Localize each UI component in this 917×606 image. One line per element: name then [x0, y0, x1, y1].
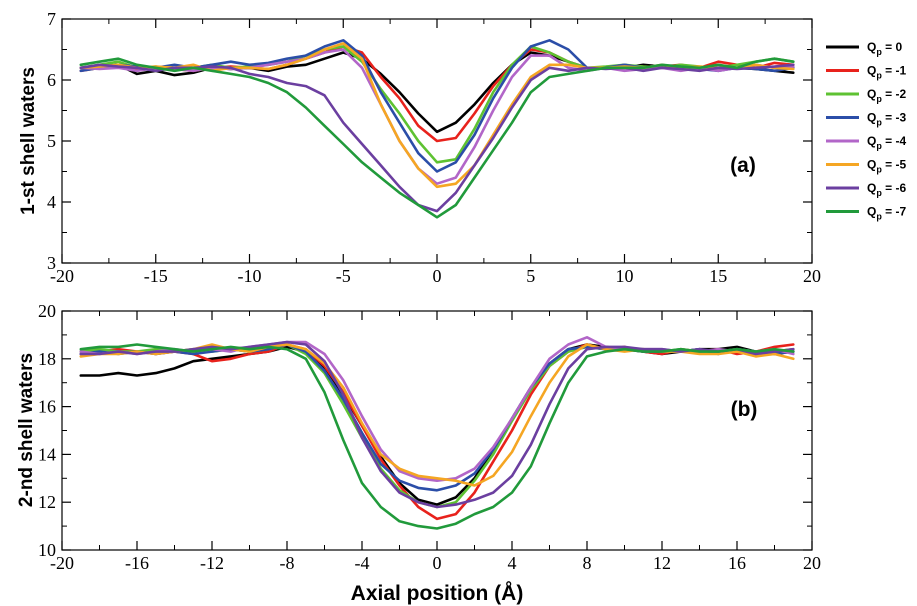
y-axis-label: 2-nd shell waters [16, 353, 37, 507]
legend-label: Qp = -7 [867, 205, 907, 222]
legend-label: Qp = -6 [867, 181, 907, 198]
legend-label: Qp = 0 [867, 40, 903, 57]
x-tick-label: 20 [803, 266, 821, 286]
legend-label: Qp = -2 [867, 87, 907, 104]
series-line-qp-5 [79, 343, 795, 487]
series-line-qp-7 [79, 57, 795, 219]
panel-label: (a) [730, 154, 756, 177]
panel-b: -20 -16 -12 -8 -4 0 4 8 12 16 20 10 12 14 16 18 20 2-nd s… [16, 301, 821, 605]
series-line-qp-6 [79, 340, 795, 509]
x-tick-label: -12 [200, 553, 224, 573]
x-tick-label: 20 [803, 553, 821, 573]
x-tick-label: -4 [355, 553, 370, 573]
legend-label: Qp = -1 [867, 64, 907, 81]
legend-label: Qp = -5 [867, 158, 907, 175]
series-line-qp-2 [79, 343, 795, 509]
x-tick-label: 15 [709, 266, 727, 286]
series-line-qp-6 [79, 63, 795, 213]
x-tick-label: 8 [583, 553, 592, 573]
series-group [79, 38, 795, 219]
x-tick-label: -20 [50, 553, 74, 573]
panel-label: (b) [731, 398, 758, 421]
y-tick-label: 10 [38, 540, 56, 560]
y-tick-label: 16 [38, 397, 56, 417]
x-tick-label: -16 [125, 553, 149, 573]
x-tick-label: 16 [728, 553, 746, 573]
series-line-qp-4 [79, 335, 795, 483]
series-line-qp-1 [79, 45, 795, 143]
plot-frame [61, 310, 813, 551]
series-line-qp-1 [79, 343, 795, 521]
y-tick-label: 12 [38, 492, 56, 512]
y-tick-label: 18 [38, 349, 56, 369]
series-line-qp-3 [79, 38, 795, 173]
y-tick-label: 14 [38, 444, 56, 464]
x-tick-label: 0 [433, 553, 442, 573]
x-axis-label: Axial position (Å) [351, 581, 524, 605]
x-tick-label: -10 [238, 266, 262, 286]
x-tick-label: 12 [653, 553, 671, 573]
x-tick-label: -20 [50, 266, 74, 286]
x-tick-label: 5 [526, 266, 535, 286]
x-tick-label: -5 [336, 266, 351, 286]
legend-label: Qp = -4 [867, 134, 907, 151]
series-line-qp-7 [79, 343, 795, 530]
x-tick-label: -8 [280, 553, 295, 573]
legend: Qp = 0 Qp = -1 Qp = -2 Qp = -3 Qp = -4 Qp = -… [826, 40, 907, 222]
x-tick-label: -15 [144, 266, 168, 286]
legend-label: Qp = -3 [867, 111, 907, 128]
series-line-qp-3 [79, 343, 795, 492]
x-tick-label: 0 [433, 266, 442, 286]
series-line-qp-2 [79, 45, 795, 164]
y-tick-label: 7 [47, 9, 56, 29]
y-tick-label: 5 [47, 131, 56, 151]
series-group [79, 335, 795, 530]
y-tick-label: 6 [47, 70, 56, 90]
y-axis-label: 1-st shell waters [18, 67, 39, 215]
x-tick-label: 4 [508, 553, 517, 573]
y-tick-label: 20 [38, 301, 56, 321]
y-tick-label: 4 [47, 192, 56, 212]
y-tick-label: 3 [47, 253, 56, 273]
x-tick-label: 10 [616, 266, 634, 286]
panel-a: -20 -15 -10 -5 0 5 10 15 20 3 4 5 6 7 1-st shell water… [18, 9, 821, 286]
